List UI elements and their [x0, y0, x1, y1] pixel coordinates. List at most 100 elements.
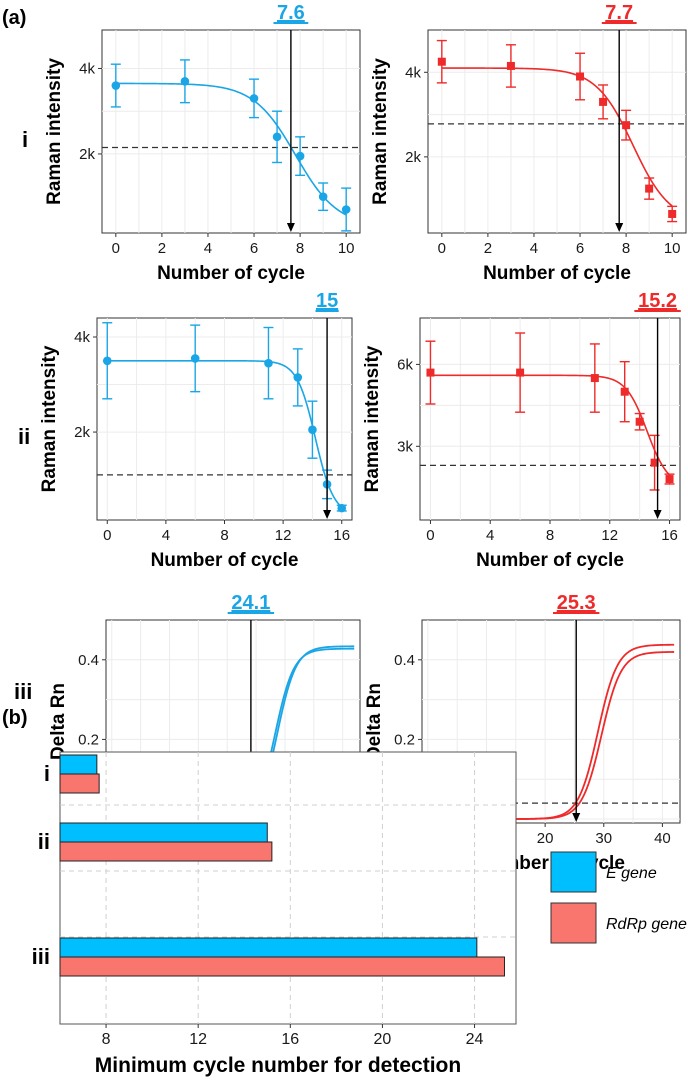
y-tick-label: 4k: [79, 60, 95, 77]
x-tick-label: 10: [664, 240, 681, 257]
fit-curve: [115, 82, 347, 216]
x-tick-label: 6: [576, 240, 584, 257]
x-axis-title: Number of cycle: [476, 550, 624, 571]
data-point: [295, 151, 305, 161]
x-tick-label: 8: [296, 240, 304, 257]
row-label-i: i: [22, 127, 28, 152]
x-tick-label: 10: [338, 240, 355, 257]
x-tick-label: 6: [250, 240, 258, 257]
data-point: [645, 184, 654, 193]
y-tick-label: 4k: [405, 64, 421, 81]
y-tick-label: 0.2: [78, 731, 99, 748]
x-tick-label: 12: [601, 527, 618, 544]
data-point: [190, 354, 200, 363]
x-tick-label: 4: [162, 527, 170, 544]
chart-a-i-e-gene: 0 2 4 6 8 10 2k 4k Number of cycle Raman intensit…: [44, 2, 361, 284]
fit-curve: [430, 374, 671, 476]
bar-rdrp-gene: [59, 841, 273, 862]
y-tick-label: 0.2: [394, 731, 415, 748]
y-axis-title: Delta Rn: [364, 683, 385, 760]
data-point: [318, 192, 328, 201]
x-tick-label: 16: [281, 1031, 299, 1048]
x-axis-title: Minimum cycle number for detection: [95, 1054, 461, 1077]
ct-value-label: 24.1: [231, 592, 270, 614]
ct-value-label: 7.6: [277, 2, 305, 24]
ct-arrow-head: [286, 223, 295, 232]
data-point: [635, 417, 644, 426]
legend-label: E gene: [606, 865, 657, 882]
x-tick-label: 8: [220, 527, 228, 544]
ct-arrow-head: [653, 510, 662, 519]
row-label-ii: ii: [18, 424, 30, 449]
x-tick-label: 8: [102, 1031, 111, 1048]
y-axis-title: Raman intensity: [39, 345, 60, 492]
x-axis-title: Number of cycle: [151, 550, 299, 571]
y-axis-title: Raman intensity: [362, 345, 383, 492]
y-axis-title: Raman intensity: [370, 58, 391, 205]
x-tick-label: 12: [275, 527, 292, 544]
x-tick-label: 4: [204, 240, 212, 257]
data-point: [341, 205, 351, 214]
x-tick-label: 2: [484, 240, 492, 257]
plot-area: [59, 751, 517, 1025]
chart-a-i-rdrp-gene: 0 2 4 6 8 10 2k 4k Number of cycle Raman intensit…: [370, 2, 687, 284]
bar-category-label: ii: [38, 829, 50, 854]
ct-arrow-head: [323, 510, 332, 519]
legend-swatch: [550, 851, 597, 893]
y-tick-label: 2k: [74, 424, 90, 441]
fit-curve: [107, 359, 343, 508]
x-tick-label: 8: [622, 240, 630, 257]
x-tick-label: 40: [654, 830, 671, 847]
ct-arrow-head: [572, 813, 581, 822]
panel-label-a: (a): [2, 7, 26, 29]
ct-value-label: 25.3: [557, 592, 596, 614]
x-tick-label: 30: [595, 830, 612, 847]
data-point: [102, 356, 112, 366]
data-point: [599, 97, 608, 106]
x-tick-label: 0: [438, 240, 446, 257]
data-point: [293, 373, 303, 382]
data-point: [337, 503, 347, 513]
ct-value-label: 15: [316, 290, 338, 312]
x-tick-label: 16: [661, 527, 678, 544]
data-point: [180, 76, 190, 86]
y-tick-label: 2k: [79, 146, 95, 163]
y-tick-label: 0.4: [394, 652, 415, 669]
chart-a-ii-e-gene: 0 4 8 12 16 2k 4k Number of cycle Raman intensit…: [39, 290, 353, 571]
data-point: [576, 72, 585, 81]
row-label-iii: iii: [14, 679, 32, 704]
data-point: [516, 368, 525, 377]
bar-e-gene: [59, 822, 268, 843]
x-tick-label: 16: [333, 527, 350, 544]
x-tick-label: 2: [158, 240, 166, 257]
data-point: [665, 475, 674, 484]
data-point: [620, 387, 629, 396]
chart-a-ii-rdrp-gene: 0 4 8 12 16 3k 6k Number of cycle Raman intensit…: [362, 290, 681, 571]
legend-label: RdRp gene: [606, 916, 687, 933]
x-tick-label: 12: [189, 1031, 207, 1048]
data-point: [111, 81, 121, 90]
data-point: [272, 132, 282, 142]
x-tick-label: 20: [537, 830, 554, 847]
x-tick-label: 4: [530, 240, 538, 257]
y-tick-label: 4k: [74, 329, 90, 346]
data-point: [264, 358, 273, 368]
data-point: [590, 374, 599, 383]
fit-curve: [441, 67, 673, 207]
y-axis-title: Raman intensity: [44, 58, 65, 205]
x-axis-title: Number of cycle: [157, 263, 305, 284]
x-tick-label: 0: [426, 527, 434, 544]
x-tick-label: 4: [486, 527, 494, 544]
x-tick-label: 20: [374, 1031, 392, 1048]
y-tick-label: 3k: [397, 438, 413, 455]
data-point: [308, 425, 317, 434]
x-axis-title: Number of cycle: [483, 263, 631, 284]
ct-arrow-head: [615, 223, 624, 232]
bar-category-label: i: [44, 761, 50, 786]
bar-rdrp-gene: [59, 773, 100, 794]
y-tick-label: 2k: [405, 149, 421, 166]
panel-label-b: (b): [2, 707, 28, 729]
y-tick-label: 0.4: [78, 652, 99, 669]
bar-rdrp-gene: [59, 956, 505, 977]
